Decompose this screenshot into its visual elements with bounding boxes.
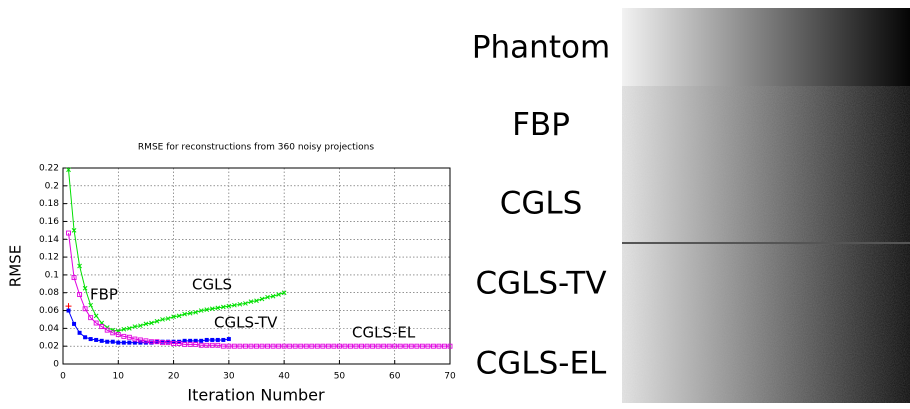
series-label: FBP	[90, 286, 118, 304]
marker	[78, 331, 82, 335]
panel-label: Phantom	[472, 30, 610, 66]
panel-label: FBP	[512, 107, 570, 143]
y-tick-label: 0.12	[39, 253, 59, 263]
panel-noise	[622, 243, 910, 323]
x-axis-label: Iteration Number	[187, 386, 325, 405]
marker	[116, 341, 120, 345]
y-tick-label: 0.2	[45, 181, 59, 191]
x-tick-label: 50	[334, 372, 346, 382]
x-tick-label: 60	[389, 372, 401, 382]
marker	[94, 314, 98, 318]
y-tick-label: 0.06	[39, 306, 59, 316]
marker	[66, 303, 72, 309]
marker	[138, 341, 142, 345]
series-label: CGLS	[192, 276, 232, 294]
x-tick-label: 30	[223, 372, 235, 382]
series-line	[69, 170, 285, 331]
y-tick-label: 0	[53, 360, 59, 370]
x-tick-label: 10	[113, 372, 125, 382]
panel-image	[622, 8, 910, 86]
figure: RMSE for reconstructions from 360 noisy …	[0, 0, 910, 409]
marker	[83, 335, 87, 339]
panels: Phantom FBP CGLS CGLS-TV CGLS-EL	[472, 8, 910, 403]
marker	[72, 322, 76, 326]
x-tick-label: 70	[444, 372, 456, 382]
x-tick-label: 0	[60, 372, 66, 382]
marker	[122, 341, 126, 345]
x-tick-label: 20	[168, 372, 180, 382]
marker	[67, 309, 71, 313]
marker	[105, 340, 109, 344]
panel-label: CGLS-EL	[476, 346, 607, 382]
panel-label: CGLS-TV	[475, 266, 606, 302]
panel-label: CGLS	[500, 186, 583, 222]
y-tick-label: 0.16	[39, 217, 59, 227]
marker	[205, 338, 209, 342]
y-tick-label: 0.18	[39, 199, 59, 209]
y-tick-label: 0.14	[39, 235, 59, 245]
panel-noise	[622, 323, 910, 403]
x-tick-label: 40	[278, 372, 290, 382]
y-tick-label: 0.22	[39, 164, 59, 174]
series-label: CGLS-EL	[352, 324, 416, 342]
chart: RMSE for reconstructions from 360 noisy …	[7, 143, 456, 405]
marker	[89, 337, 93, 341]
marker	[221, 338, 225, 342]
y-axis-label: RMSE	[7, 245, 25, 287]
y-tick-label: 0.1	[45, 270, 59, 280]
panel-noise	[622, 86, 910, 163]
marker	[227, 337, 231, 341]
y-tick-label: 0.08	[39, 288, 59, 298]
marker	[216, 338, 220, 342]
marker	[127, 341, 131, 345]
marker	[94, 338, 98, 342]
marker	[100, 339, 104, 343]
panel-noise	[622, 163, 910, 243]
y-tick-label: 0.04	[39, 324, 59, 334]
marker	[111, 340, 115, 344]
chart-title: RMSE for reconstructions from 360 noisy …	[138, 143, 374, 153]
marker	[210, 338, 214, 342]
series-label: CGLS-TV	[214, 314, 278, 332]
marker	[199, 339, 203, 343]
y-tick-label: 0.02	[39, 342, 59, 352]
